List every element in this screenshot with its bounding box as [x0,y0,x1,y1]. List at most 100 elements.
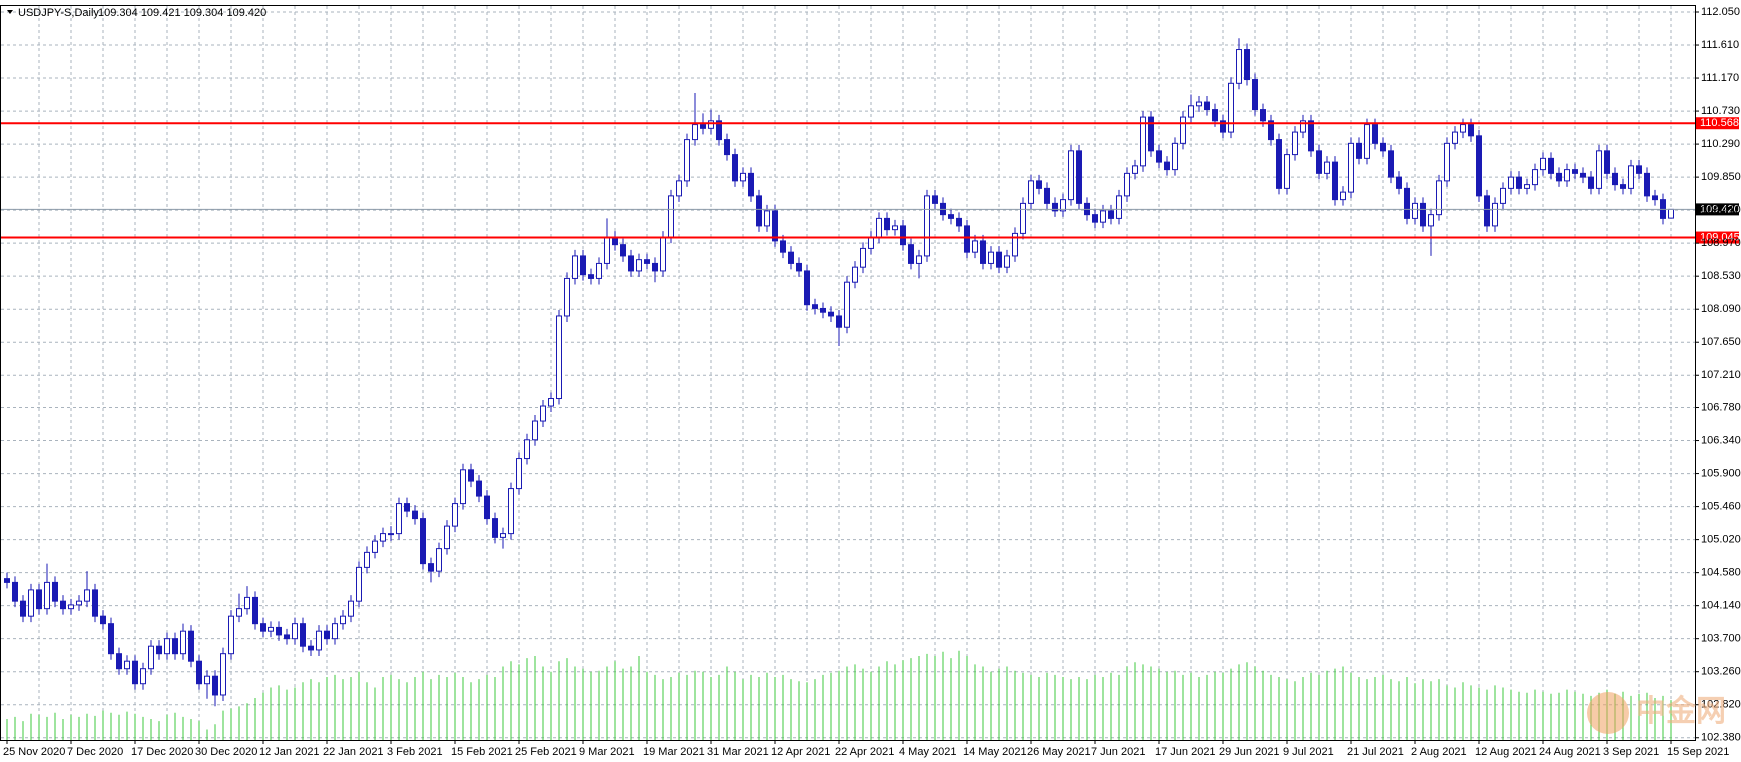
candle-body [716,120,722,141]
candle-body [1068,150,1074,201]
candle-body [1340,191,1346,201]
candle-body [1588,176,1594,189]
candle-body [844,281,850,328]
candle-body [180,630,186,655]
candle-body [1004,255,1010,268]
candle-body [876,217,882,238]
x-tick-label: 22 Jan 2021 [323,746,384,758]
candle-body [1396,176,1402,189]
candle-body [428,563,434,572]
candle-body [284,634,290,640]
y-tick-label: 103.260 [1701,666,1741,678]
candle-body [1460,124,1466,133]
candle-body [332,623,338,640]
candle-body [1492,202,1498,227]
candle-body [900,225,906,246]
candle-body [1172,142,1178,171]
x-tick-label: 17 Dec 2020 [131,746,193,758]
candle-body [244,596,250,610]
candle-body [1540,157,1546,171]
y-tick-label: 104.140 [1701,600,1741,612]
candle-body [868,236,874,249]
x-tick-label: 31 Mar 2021 [707,746,769,758]
y-tick-label: 102.380 [1701,732,1741,744]
y-tick-label: 110.730 [1701,105,1740,117]
candle-body [916,255,922,264]
candle-body [828,311,834,317]
y-tick-label: 111.610 [1701,39,1739,51]
candle-body [1564,169,1570,182]
watermark-logo [1587,692,1629,734]
x-tick-label: 22 Apr 2021 [835,746,894,758]
candle-body [732,154,738,182]
candle-body [652,262,658,272]
y-tick-label: 108.970 [1701,237,1741,249]
x-tick-label: 12 Aug 2021 [1475,746,1537,758]
candle-body [1508,176,1514,189]
candle-body [596,262,602,279]
candle-body [68,604,74,610]
candle-body [44,581,50,610]
candle-body [364,551,370,568]
candle-body [804,270,810,306]
candle-body [252,596,258,625]
candle-body [308,645,314,651]
candle-body [988,251,994,264]
candle-body [204,675,210,685]
candle-body [748,172,754,197]
candle-body [404,503,410,512]
candle-body [1012,232,1018,257]
candle-body [1156,150,1162,163]
candle-body [52,581,58,602]
candle-body [1036,180,1042,189]
candle-body [124,660,130,670]
candle-body [764,210,770,227]
candle-body [436,548,442,572]
candle-body [1300,120,1306,133]
y-tick-label: 104.580 [1701,567,1741,579]
candle-body [276,626,282,636]
x-tick-label: 9 Mar 2021 [579,746,635,758]
candle-body [1212,109,1218,122]
candle-body [1388,150,1394,178]
candle-body [1668,208,1674,219]
candle-body [772,210,778,242]
candle-body [1332,161,1338,201]
x-tick-label: 26 May 2021 [1027,746,1091,758]
candle-body [420,518,426,565]
candle-body [740,172,746,182]
candle-body [1452,131,1458,144]
candle-body [948,214,954,219]
x-tick-label: 30 Dec 2020 [195,746,257,758]
candle-body [388,533,394,536]
candle-body [1188,105,1194,118]
candle-body [492,518,498,538]
symbol: USDJPY-S,Daily [18,7,99,19]
candle-body [860,247,866,268]
candle-body [1164,161,1170,171]
x-tick-label: 3 Feb 2021 [387,746,443,758]
candle-body [92,589,98,617]
candle-body [980,240,986,264]
y-tick-label: 107.210 [1701,369,1741,381]
candle-body [396,503,402,535]
candle-body [300,623,306,647]
candle-body [484,495,490,520]
candle-body [132,660,138,685]
y-tick-label: 105.020 [1701,534,1741,546]
x-tick-label: 17 Jun 2021 [1155,746,1216,758]
candle-body [972,240,978,253]
y-tick-label: 109.850 [1701,171,1741,183]
menu-arrow[interactable] [7,10,13,14]
candle-body [1020,202,1026,234]
y-tick-label: 108.090 [1701,303,1741,315]
y-tick-label: 107.650 [1701,336,1741,348]
candle-body [140,668,146,685]
y-tick-label: 103.700 [1701,633,1741,645]
price-axis: 112.050 111.610 111.170 110.730 110.290 109.8… [1695,6,1741,744]
candle-body [820,307,826,313]
candle-body [1100,210,1106,223]
candle-body [996,251,1002,268]
